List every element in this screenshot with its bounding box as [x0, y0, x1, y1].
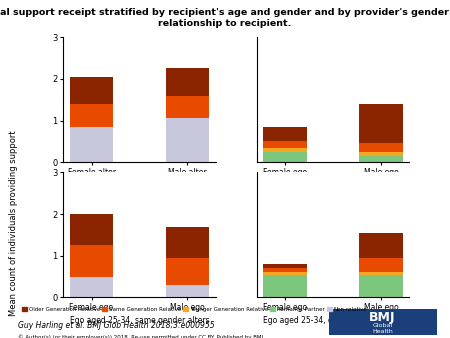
Bar	[70, 127, 113, 162]
Bar	[166, 119, 209, 162]
Bar	[360, 143, 403, 152]
X-axis label: Ego aged 25-34, same gender alters: Ego aged 25-34, same gender alters	[70, 316, 209, 325]
Legend: Older Generation Relative, Same Generation Relative, Younger Generation Relative: Older Generation Relative, Same Generati…	[21, 306, 369, 313]
Text: Guy Harling et al. BMJ Glob Health 2018;3:e000955: Guy Harling et al. BMJ Glob Health 2018;…	[18, 321, 215, 330]
Bar	[263, 148, 306, 152]
Text: Global
Health: Global Health	[372, 323, 393, 334]
Bar	[360, 258, 403, 272]
Bar	[70, 77, 113, 104]
Bar	[263, 127, 306, 141]
X-axis label: Ego aged 18-24, same gender alters: Ego aged 18-24, same gender alters	[70, 181, 209, 190]
Bar	[360, 272, 403, 274]
Bar	[166, 258, 209, 285]
Text: BMJ: BMJ	[369, 311, 396, 324]
Bar	[70, 214, 113, 245]
Bar	[263, 268, 306, 272]
Bar	[360, 156, 403, 162]
Bar	[70, 276, 113, 297]
Bar	[263, 152, 306, 162]
Bar	[263, 141, 306, 148]
Bar	[360, 233, 403, 258]
Bar	[360, 152, 403, 156]
X-axis label: Ego aged 25-34, other gender alters: Ego aged 25-34, other gender alters	[263, 316, 403, 325]
Bar	[166, 285, 209, 297]
Bar	[263, 274, 306, 297]
Bar	[166, 226, 209, 258]
Bar	[263, 264, 306, 268]
Text: © Author(s) (or their employer(s)) 2018. Re-use permitted under CC BY. Published: © Author(s) (or their employer(s)) 2018.…	[18, 334, 265, 338]
Bar	[166, 96, 209, 119]
X-axis label: Ego aged 18-24, other gender alters: Ego aged 18-24, other gender alters	[263, 181, 403, 190]
Bar	[70, 245, 113, 276]
Text: Mean count of individuals providing support: Mean count of individuals providing supp…	[9, 130, 18, 316]
Bar	[166, 69, 209, 96]
Bar	[360, 104, 403, 143]
Bar	[263, 272, 306, 274]
Bar	[360, 274, 403, 297]
Bar	[70, 104, 113, 127]
Text: Social support receipt stratified by recipient's age and gender and by provider': Social support receipt stratified by rec…	[0, 8, 450, 28]
